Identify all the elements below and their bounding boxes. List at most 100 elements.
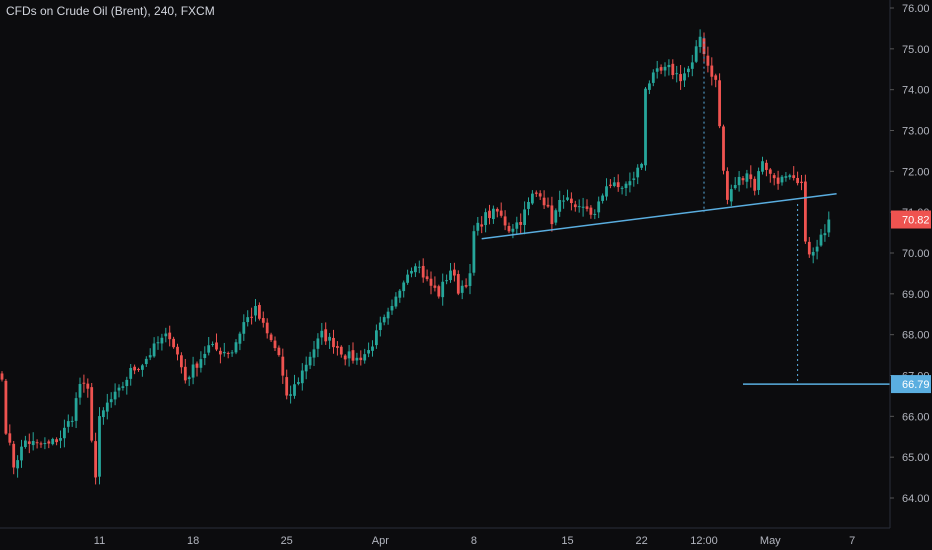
candle-body (573, 204, 577, 208)
candle-body (328, 336, 331, 341)
candle-body (659, 67, 663, 71)
candle-body (476, 222, 480, 231)
candle-body (605, 186, 608, 197)
candle-body (667, 64, 671, 68)
candle-body (499, 210, 503, 216)
candle-body (581, 206, 585, 208)
candle-body (324, 329, 328, 342)
time-axis[interactable]: 11 18 25 Apr 8 15 22 12:00 May 7 (0, 527, 890, 547)
candle-body (546, 204, 550, 207)
time-tick-label: 15 (561, 535, 573, 547)
candle-body (336, 346, 339, 348)
chart-title: CFDs on Crude Oil (Brent), 240, FXCM (6, 4, 215, 18)
candle-body (690, 62, 694, 69)
candle-body (51, 438, 55, 445)
candle-body (59, 438, 62, 441)
candle-body (542, 197, 546, 206)
time-tick-label: 11 (94, 535, 105, 547)
candle-body (741, 178, 745, 181)
candle-body (733, 184, 737, 189)
candle-body (47, 441, 51, 444)
candle-body (609, 184, 612, 186)
candle-body (86, 383, 90, 389)
time-tick-label: 7 (849, 535, 855, 547)
candle-body (320, 330, 324, 338)
candle-body (484, 212, 487, 226)
candle-body (655, 68, 659, 72)
candle-body (102, 410, 105, 418)
candle-body (437, 286, 441, 297)
candle-body (39, 443, 43, 445)
price-axis[interactable]: 64.0065.0066.0067.0068.0069.0070.0071.00… (889, 0, 931, 528)
candle-body (815, 246, 819, 252)
candle-body (207, 345, 211, 353)
candle-body (593, 213, 597, 215)
candle-body (98, 416, 101, 477)
time-tick-label: 8 (471, 535, 477, 547)
candle-body (819, 234, 823, 246)
candle-body (425, 276, 429, 280)
candle-body (585, 206, 589, 209)
candle-body (402, 282, 406, 292)
price-tick-label: 76.00 (902, 3, 930, 15)
price-tick-label: 64.00 (902, 493, 930, 505)
candle-body (651, 72, 655, 83)
candle-body (503, 216, 507, 226)
candle-body (433, 285, 437, 288)
candle-body (554, 210, 558, 223)
candle-body (726, 171, 729, 200)
candle-body (792, 175, 796, 179)
candles-group (0, 29, 831, 485)
time-tick-label: Apr (372, 535, 389, 547)
candle-body (538, 193, 542, 197)
candle-body (27, 441, 31, 444)
candle-body (105, 402, 109, 412)
time-tick-label: 22 (635, 535, 647, 547)
candle-body (144, 358, 148, 365)
candle-body (811, 251, 815, 256)
candle-body (382, 317, 386, 323)
candle-body (219, 350, 222, 355)
candle-body (137, 369, 140, 371)
candle-body (788, 175, 792, 178)
candle-body (519, 221, 523, 225)
candle-body (367, 350, 370, 354)
target-price-label: 66.79 (902, 379, 930, 391)
candle-body (772, 175, 776, 179)
candle-body (714, 75, 718, 80)
candle-body (722, 126, 725, 171)
candle-body (429, 278, 433, 286)
candle-body (195, 363, 199, 368)
candle-body (800, 181, 803, 183)
candle-body (199, 359, 203, 368)
candle-body (527, 201, 530, 209)
candle-body (66, 421, 70, 427)
candle-body (113, 391, 117, 400)
candle-body (570, 198, 573, 204)
candle-body (70, 420, 74, 422)
candle-body (390, 306, 394, 311)
candle-body (729, 189, 733, 202)
candle-body (55, 439, 58, 443)
candle-body (261, 318, 265, 323)
candle-body (823, 233, 827, 236)
candle-body (308, 356, 312, 366)
candle-body (398, 290, 402, 298)
candle-body (125, 379, 129, 387)
candle-body (749, 174, 753, 180)
candle-body (644, 88, 647, 166)
candle-body (612, 182, 616, 186)
candle-body (203, 353, 207, 358)
candle-body (694, 46, 698, 62)
candle-body (534, 192, 538, 194)
candle-body (258, 305, 261, 319)
candle-body (359, 357, 363, 361)
price-tick-label: 73.00 (902, 126, 930, 138)
neckline-trendline[interactable] (481, 193, 837, 240)
candle-body (281, 356, 285, 376)
time-tick-label: May (760, 535, 781, 547)
candle-body (449, 270, 452, 281)
candle-body (347, 351, 351, 359)
candle-body (488, 210, 491, 219)
